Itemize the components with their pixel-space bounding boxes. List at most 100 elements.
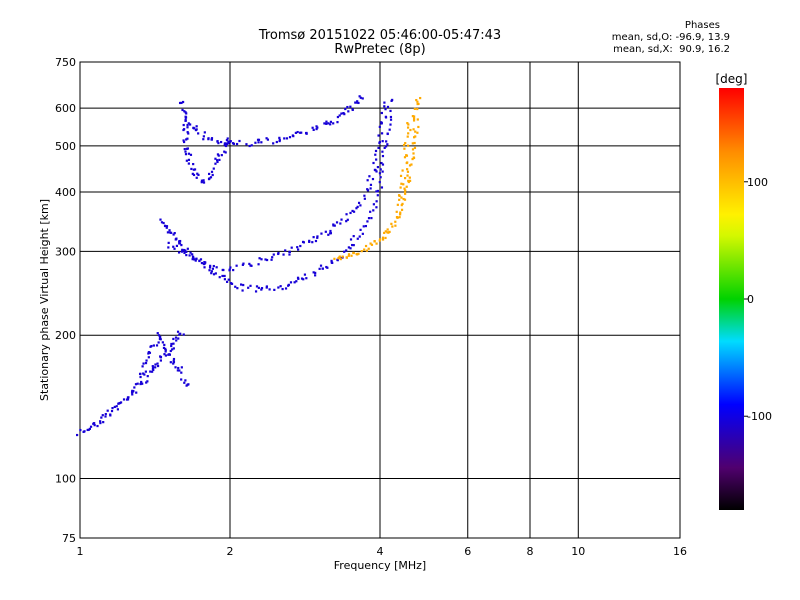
chart-title: Tromsø 20151022 05:46:00-05:47:43 [258,28,502,43]
trace-point [216,140,219,143]
trace-point [172,342,175,345]
trace-point [323,122,326,125]
trace-point [380,186,384,189]
trace-point [316,235,319,238]
trace-point [355,252,358,256]
trace-point [212,167,215,170]
trace-point [381,163,385,166]
trace-point [278,136,281,139]
trace-point [185,253,188,257]
trace-point [172,362,175,365]
trace-point [192,126,195,130]
trace-point [203,261,206,264]
trace-point [187,162,190,165]
trace-point [180,371,183,374]
trace-point [140,380,143,384]
trace-point [357,101,360,105]
trace-point [386,105,390,109]
trace-point [384,145,388,148]
trace-point [156,332,159,335]
trace-point [294,131,297,134]
trace-point [202,138,205,141]
trace-point [404,192,407,195]
trace-point [412,156,415,159]
trace-point [101,414,104,417]
trace-point [142,362,145,365]
trace-point [264,258,267,261]
trace-point [416,102,419,106]
y-tick-label: 100 [55,473,76,486]
trace-point [375,206,378,209]
phase-stats: Phases mean, sd,O: -96.9, 13.9 mean, sd,… [600,20,730,56]
trace-point [314,271,317,274]
trace-point [413,146,417,150]
trace-point [185,250,188,253]
trace-point [279,285,282,288]
trace-point [241,289,244,292]
trace-point [339,222,342,225]
trace-point [349,238,353,241]
trace-point [346,105,349,109]
trace-point [411,157,414,161]
trace-point [193,168,197,171]
trace-point [391,98,394,102]
trace-point [99,420,102,423]
trace-point [366,179,369,182]
trace-point [370,243,374,246]
trace-point [225,280,229,283]
trace-point [265,258,269,262]
x-tick-label: 10 [571,545,585,558]
trace-point [186,131,189,134]
trace-point [194,259,197,262]
trace-point [359,96,362,99]
trace-point [349,211,352,215]
trace-point [182,333,185,336]
trace-point [249,284,252,287]
trace-point [164,224,167,228]
trace-point [287,283,290,286]
trace-point [257,263,260,266]
trace-point [398,216,401,219]
trace-point [369,242,372,245]
y-tick-label: 300 [55,245,76,258]
trace-point [412,128,415,131]
trace-point [316,236,319,239]
trace-point [179,239,182,243]
trace-point [372,161,375,165]
trace-point [283,137,286,140]
trace-point [167,241,170,244]
trace-point [364,244,368,248]
trace-point [257,286,260,289]
trace-point [412,152,415,155]
trace-point [413,141,416,145]
trace-point [186,137,189,140]
trace-point [339,258,342,261]
trace-point [224,142,227,146]
trace-point [360,250,363,253]
trace-point [242,262,245,265]
trace-point [350,254,353,257]
trace-point [416,107,419,111]
trace-point [152,368,155,372]
trace-point [220,154,223,157]
trace-point [347,246,350,249]
trace-point [109,414,112,417]
trace-point [223,278,227,281]
trace-point [378,172,382,175]
trace-point [369,187,372,190]
trace-point [312,236,315,239]
trace-point [273,288,276,291]
trace-point [217,142,220,145]
trace-point [181,100,185,104]
trace-point [389,109,392,113]
trace-point [96,424,99,428]
trace-point [210,170,214,173]
x-tick-label: 1 [77,545,84,558]
trace-point [396,203,399,206]
trace-point [409,128,412,132]
trace-point [398,198,401,201]
trace-point [318,267,321,270]
colorbar-tick-label: -100 [747,410,772,423]
trace-point [93,424,96,427]
